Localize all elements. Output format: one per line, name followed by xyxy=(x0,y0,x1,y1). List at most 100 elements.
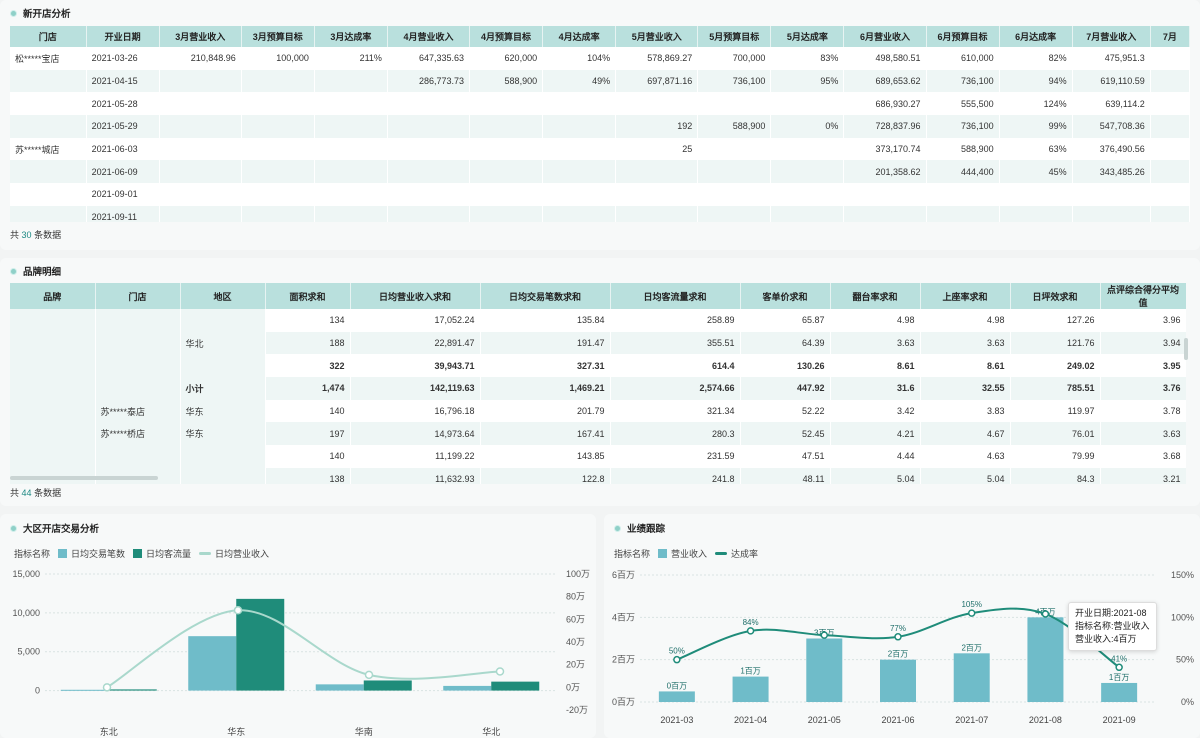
table-cell: 2021-05-29 xyxy=(86,115,160,138)
table-cell: 135.84 xyxy=(480,309,611,332)
legend-swatch-revenue xyxy=(199,552,212,555)
column-header[interactable]: 品牌 xyxy=(10,283,96,309)
line-point xyxy=(102,683,112,692)
column-header[interactable]: 门店 xyxy=(10,26,87,47)
region-panel: 大区开店交易分析 指标名称 日均交易笔数 日均客流量 日均营业收入 0 5,000… xyxy=(0,514,596,738)
vertical-scrollbar[interactable] xyxy=(1184,338,1188,360)
column-header[interactable]: 面积求和 xyxy=(265,283,351,309)
column-header[interactable]: 6月达成率 xyxy=(999,26,1073,47)
table-cell: 647,335.63 xyxy=(387,47,471,70)
table-cell xyxy=(697,183,772,206)
table-cell: 578,869.27 xyxy=(615,47,699,70)
line-point xyxy=(233,606,243,615)
cell-brand xyxy=(10,377,96,400)
table-cell: 8.61 xyxy=(830,354,921,378)
bar-revenue xyxy=(1027,617,1064,702)
table-cell: 3.63 xyxy=(1100,422,1186,446)
table-cell: 210,848.96 xyxy=(159,47,242,70)
table-cell: 231.59 xyxy=(610,445,741,468)
y-tick-label: 0百万 xyxy=(612,697,635,707)
table-cell xyxy=(843,205,927,222)
bar-revenue xyxy=(658,691,695,702)
column-header[interactable]: 日均交易笔数求和 xyxy=(480,283,611,309)
cell-region: 华北 xyxy=(180,331,266,355)
table-cell: 167.41 xyxy=(480,422,611,446)
table-cell xyxy=(241,183,315,206)
x-tick-label: 华北 xyxy=(482,726,500,737)
y2-tick-label: 20万 xyxy=(566,660,585,670)
column-header[interactable]: 5月预算目标 xyxy=(697,26,772,47)
y2-tick-label: -20万 xyxy=(566,705,588,715)
table-cell xyxy=(10,205,87,222)
column-header[interactable]: 3月达成率 xyxy=(314,26,388,47)
table-cell: 3.94 xyxy=(1100,331,1186,355)
new-store-table-wrap[interactable]: 门店 开业日期 3月营业收入 3月预算目标 3月达成率 4月营业收入 4月预算目标 4月达成率… xyxy=(10,26,1190,222)
table-cell xyxy=(241,137,315,161)
column-header[interactable]: 日坪效求和 xyxy=(1010,283,1101,309)
legend-item-revenue[interactable]: 日均营业收入 xyxy=(215,549,270,559)
column-header[interactable]: 开业日期 xyxy=(86,26,160,47)
line-point xyxy=(673,655,681,664)
column-header[interactable]: 4月预算目标 xyxy=(469,26,544,47)
region-chart[interactable]: 0 5,000 10,000 15,000 -20万 0万 20万 40万 60万 80万 100万… xyxy=(0,514,596,738)
table-cell: 2021-03-26 xyxy=(86,47,160,70)
table-cell xyxy=(697,160,772,184)
column-header[interactable]: 日均营业收入求和 xyxy=(350,283,481,309)
table-cell xyxy=(314,69,388,93)
x-tick-label: 华东 xyxy=(227,726,245,737)
column-header[interactable]: 5月达成率 xyxy=(770,26,845,47)
legend-item-revenue[interactable]: 营业收入 xyxy=(671,549,708,559)
table-cell: 100,000 xyxy=(241,47,315,70)
table-cell xyxy=(615,160,699,184)
table-cell: 52.22 xyxy=(740,399,831,423)
table-cell: 49% xyxy=(542,69,617,93)
table-cell: 84.3 xyxy=(1010,467,1101,484)
table-cell xyxy=(241,160,315,184)
legend-swatch-traffic xyxy=(133,549,143,558)
table-cell: 134 xyxy=(265,309,351,332)
legend-item-rate[interactable]: 达成率 xyxy=(731,549,759,559)
column-header[interactable]: 3月营业收入 xyxy=(159,26,242,47)
column-header[interactable]: 7月营业收入 xyxy=(1072,26,1151,47)
column-header[interactable]: 5月营业收入 xyxy=(615,26,699,47)
column-header[interactable]: 3月预算目标 xyxy=(241,26,315,47)
column-header[interactable]: 4月营业收入 xyxy=(387,26,471,47)
table-cell: 2021-09-01 xyxy=(86,183,160,206)
new-store-title: 新开店分析 xyxy=(10,6,71,20)
table-cell: 45% xyxy=(999,160,1073,184)
line-point xyxy=(1041,610,1050,618)
column-header[interactable]: 6月预算目标 xyxy=(926,26,1000,47)
table-cell: 127.26 xyxy=(1010,309,1101,332)
table-cell: 588,900 xyxy=(469,69,544,93)
table-cell: 130.26 xyxy=(740,354,831,378)
table-cell xyxy=(1150,137,1190,161)
column-header[interactable]: 门店 xyxy=(95,283,181,309)
table-cell: 614.4 xyxy=(610,354,741,378)
y-tick-label: 5,000 xyxy=(17,647,40,657)
table-row: 松*****宝店 2021-03-26 210,848.96 100,000 211% 6… xyxy=(10,47,1190,70)
column-header[interactable]: 6月营业收入 xyxy=(843,26,927,47)
column-header[interactable]: 客单价求和 xyxy=(740,283,831,309)
horizontal-scrollbar[interactable] xyxy=(10,476,158,480)
table-row: 2021-09-01 xyxy=(10,183,1190,206)
brand-table-wrap[interactable]: 品牌 门店 地区 面积求和 日均营业收入求和 日均交易笔数求和 日均客流量求和 客单价求和 翻台… xyxy=(10,283,1186,484)
column-header[interactable]: 地区 xyxy=(180,283,266,309)
legend-item-traffic[interactable]: 日均客流量 xyxy=(146,549,192,559)
cell-brand xyxy=(10,331,96,355)
perf-chart[interactable]: 0百万 2百万 4百万 6百万 0% 50% 100% 150% 0百万 2021-03 1百万 20… xyxy=(604,514,1200,738)
table-cell: 25 xyxy=(615,137,699,161)
table-cell: 475,951.3 xyxy=(1072,47,1151,70)
y2-tick-label: 60万 xyxy=(566,614,585,624)
column-header[interactable]: 4月达成率 xyxy=(542,26,617,47)
bullet-icon xyxy=(10,524,17,532)
column-header[interactable]: 上座率求和 xyxy=(920,283,1011,309)
table-cell: 64.39 xyxy=(740,331,831,355)
column-header[interactable]: 7月 xyxy=(1150,26,1190,47)
table-cell: 555,500 xyxy=(926,92,1000,116)
column-header[interactable]: 翻台率求和 xyxy=(830,283,921,309)
legend-item-transactions[interactable]: 日均交易笔数 xyxy=(71,549,126,559)
column-header[interactable]: 日均客流量求和 xyxy=(610,283,741,309)
table-cell: 2021-06-03 xyxy=(86,137,160,161)
column-header[interactable]: 点评综合得分平均值 xyxy=(1100,283,1186,309)
table-cell: 16,796.18 xyxy=(350,399,481,423)
